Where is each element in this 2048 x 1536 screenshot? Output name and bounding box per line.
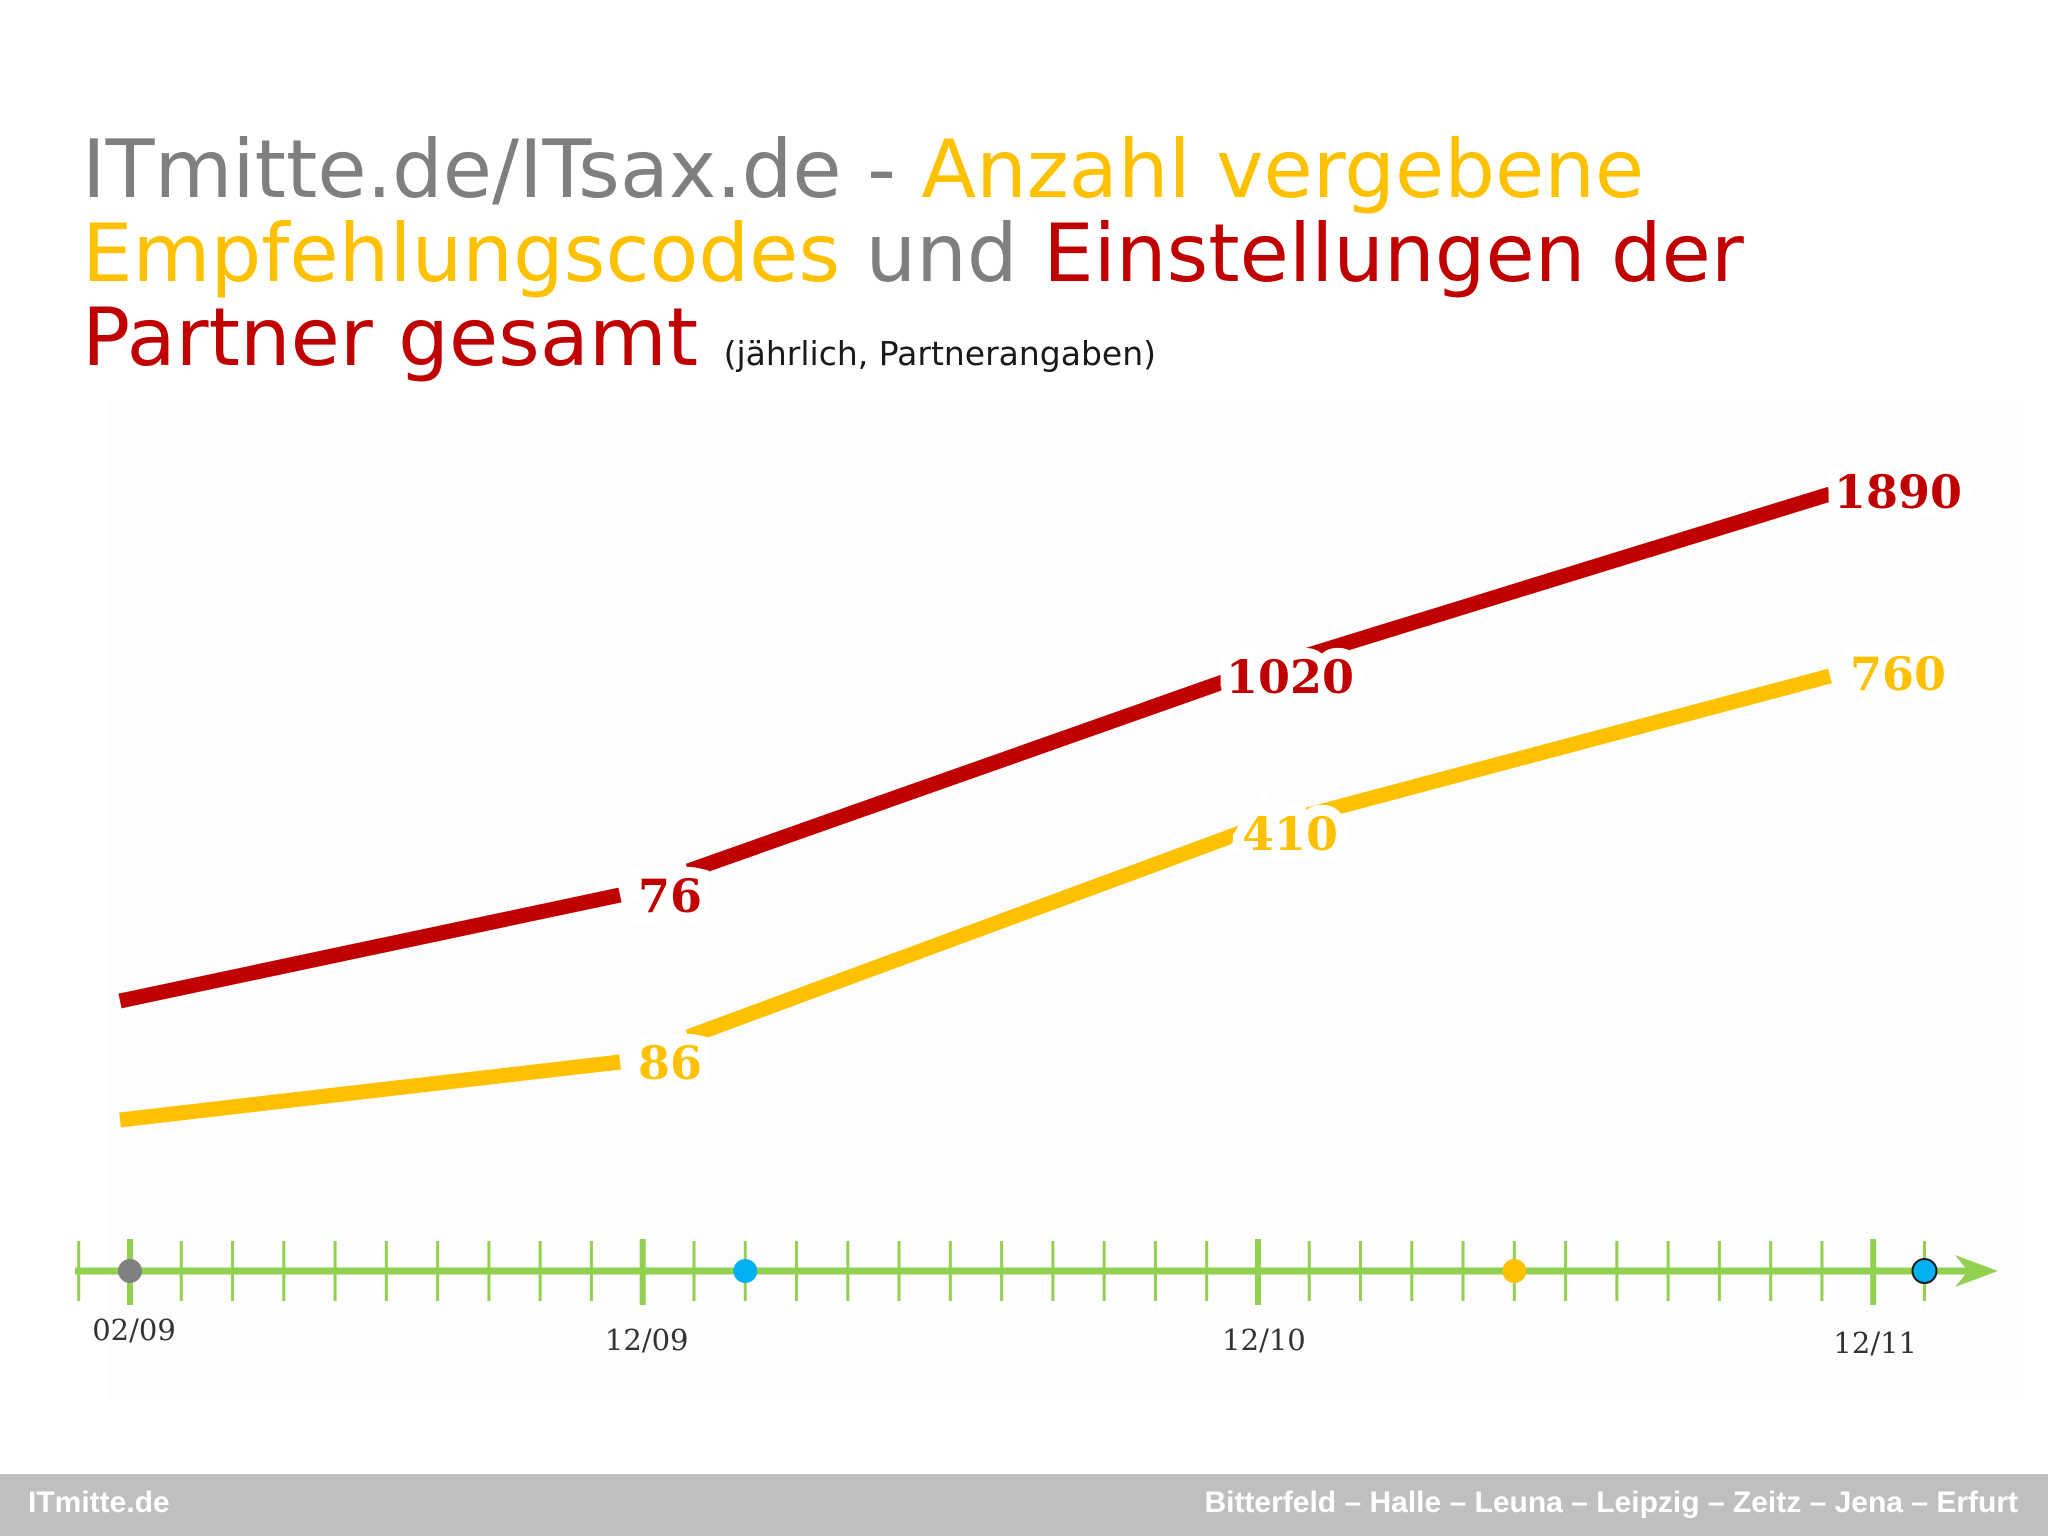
series-0-value-label: 1020 <box>1226 650 1354 704</box>
series-0-value-label: 76 <box>638 869 702 923</box>
series-1-segment-2 <box>1302 668 1832 823</box>
timeline-tick-label: 12/09 <box>605 1323 689 1357</box>
series-0-segment-1 <box>685 668 1243 878</box>
slide-title: ITmitte.de/ITsax.de - Anzahl vergebene E… <box>82 128 1982 396</box>
series-1-value-label: 86 <box>638 1036 702 1090</box>
title-subtitle: (jährlich, Partnerangaben) <box>723 334 1157 373</box>
timeline-tick-label: 12/10 <box>1222 1323 1306 1357</box>
timeline-marker <box>733 1259 758 1283</box>
timeline-marker <box>118 1259 142 1283</box>
series-1-segment-1 <box>685 825 1243 1044</box>
line-chart: 76 1020 1890 86 410 760 02/09 12/09 12/10 12/11 <box>75 465 1998 1360</box>
timeline-marker <box>1911 1258 1938 1284</box>
timeline-tick-label: 12/11 <box>1833 1326 1917 1360</box>
timeline-marker <box>1502 1259 1527 1283</box>
footer-bar: ITmitte.de Bitterfeld – Halle – Leuna – … <box>0 1474 2048 1536</box>
footer-brand: ITmitte.de <box>28 1486 170 1519</box>
series-0-segment-0 <box>118 887 622 1009</box>
title-part-site: ITmitte.de/ITsax.de - <box>82 123 922 216</box>
footer-cities: Bitterfeld – Halle – Leuna – Leipzig – Z… <box>1204 1486 2018 1519</box>
series-1-value-label: 410 <box>1242 807 1338 861</box>
series-0-value-label: 1890 <box>1834 465 1962 519</box>
title-part-hires: Einstellungen der Partner gesamt <box>82 207 1770 384</box>
title-part-codes: Anzahl vergebene Empfehlungscodes <box>82 123 1670 300</box>
timeline-arrowhead <box>1955 1255 1998 1287</box>
series-1-value-label: 760 <box>1850 647 1946 701</box>
title-part-and: und <box>840 207 1044 300</box>
timeline-tick-label: 02/09 <box>92 1313 176 1347</box>
series-1-segment-0 <box>119 1054 621 1128</box>
series-0-segment-2 <box>1302 486 1833 664</box>
